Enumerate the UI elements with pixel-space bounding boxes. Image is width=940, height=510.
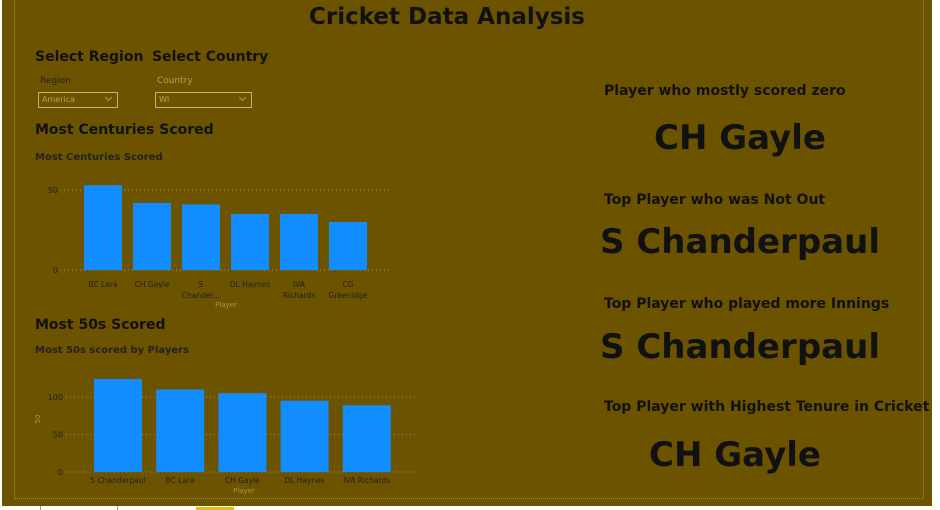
- page-title: Cricket Data Analysis: [309, 4, 585, 30]
- centuries-bar-chart[interactable]: 0 50 BC Lara CH Gayle S Chander... DL Haynes IV…: [32, 168, 402, 313]
- page-tabs-bar: [0, 506, 940, 510]
- bar[interactable]: [280, 400, 329, 472]
- y-tick-label: 100: [48, 393, 63, 402]
- card-tenure-heading: Top Player with Highest Tenure in Cricke…: [604, 399, 930, 415]
- x-tick-label: Richards: [283, 291, 315, 300]
- region-dropdown-value: America: [42, 95, 75, 104]
- x-tick-label: S Chanderpaul: [90, 476, 145, 485]
- y-tick-label: 50: [48, 186, 58, 195]
- bar[interactable]: [329, 222, 367, 270]
- bar[interactable]: [182, 204, 220, 270]
- x-tick-label: DL Haynes: [230, 280, 270, 289]
- bar[interactable]: [94, 379, 142, 472]
- x-tick-label: CG: [342, 280, 353, 289]
- bar[interactable]: [342, 405, 391, 472]
- x-tick-label: BC Lara: [88, 280, 117, 289]
- card-innings-value: S Chanderpaul: [600, 327, 880, 367]
- active-page-tab[interactable]: [196, 507, 234, 510]
- x-tick-label: DL Haynes: [284, 476, 324, 485]
- centuries-section-title: Most Centuries Scored: [35, 122, 214, 138]
- page-tab[interactable]: [40, 506, 118, 510]
- bar[interactable]: [280, 214, 318, 270]
- country-dropdown[interactable]: WI: [155, 92, 252, 108]
- bar[interactable]: [84, 185, 122, 270]
- x-tick-label: CH Gayle: [135, 280, 170, 289]
- chevron-down-icon: [104, 93, 113, 102]
- x-tick-label: CH Gayle: [225, 476, 260, 485]
- centuries-chart-title: Most Centuries Scored: [35, 152, 163, 163]
- country-dropdown-value: WI: [159, 95, 170, 104]
- report-frame: [14, 0, 924, 499]
- x-tick-label: BC Lara: [166, 476, 195, 485]
- y-tick-label: 0: [58, 468, 63, 477]
- region-slicer-heading: Select Region: [35, 49, 144, 65]
- bar[interactable]: [133, 202, 171, 270]
- y-tick-label: 50: [53, 431, 63, 440]
- card-tenure-value: CH Gayle: [649, 435, 821, 475]
- x-axis-title: Player: [233, 487, 255, 495]
- country-label: Country: [157, 76, 193, 86]
- x-tick-label: IVA: [293, 280, 306, 289]
- fifties-bar-chart[interactable]: 0 50 100 S Chanderpaul BC Lara CH Gayle DL Hay…: [30, 365, 425, 500]
- x-axis-title: Player: [215, 301, 237, 309]
- card-notout-value: S Chanderpaul: [600, 222, 880, 262]
- card-innings-heading: Top Player who played more Innings: [604, 296, 890, 312]
- y-tick-label: 0: [53, 266, 58, 275]
- bar[interactable]: [218, 393, 267, 472]
- x-tick-label: IVA Richards: [343, 476, 390, 485]
- fifties-chart-title: Most 50s scored by Players: [35, 345, 190, 356]
- x-tick-label: Chander...: [182, 291, 220, 300]
- card-zero-heading: Player who mostly scored zero: [604, 83, 846, 99]
- bar[interactable]: [231, 214, 269, 270]
- chevron-down-icon: [238, 93, 247, 102]
- card-notout-heading: Top Player who was Not Out: [604, 192, 826, 208]
- card-zero-value: CH Gayle: [654, 118, 826, 158]
- bar[interactable]: [156, 389, 205, 473]
- country-slicer-heading: Select Country: [152, 49, 269, 65]
- region-dropdown[interactable]: America: [38, 92, 118, 108]
- x-tick-label: Greenidge: [329, 291, 368, 300]
- region-label: Region: [40, 76, 71, 86]
- y-axis-title: 50: [34, 415, 42, 424]
- fifties-section-title: Most 50s Scored: [35, 317, 166, 333]
- x-tick-label: S: [199, 280, 204, 289]
